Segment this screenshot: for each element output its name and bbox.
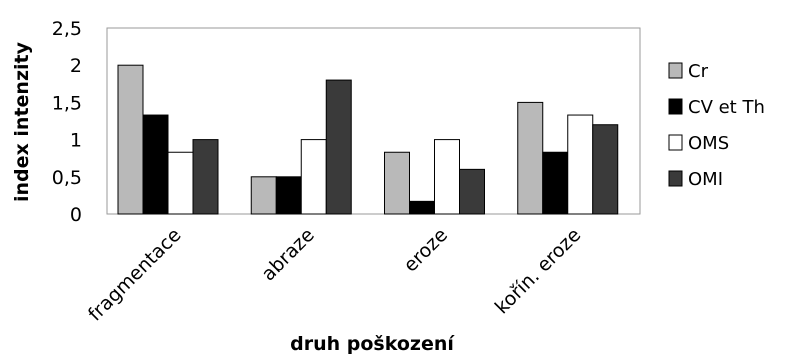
x-category-label: eroze xyxy=(399,224,452,277)
legend-label: CV et Th xyxy=(688,97,765,118)
y-axis-title: index intenzity xyxy=(11,41,33,202)
legend-label: Cr xyxy=(688,61,709,82)
bar-oms-1 xyxy=(300,139,327,215)
legend: Cr CV et Th OMS OMI xyxy=(668,61,765,190)
bar-oms-3 xyxy=(567,114,594,215)
bars xyxy=(117,64,619,215)
bar-cv-et-th-0 xyxy=(142,114,169,215)
x-category-label: abraze xyxy=(257,224,318,285)
bar-cv-et-th-3 xyxy=(542,151,569,215)
y-axis-ticks: 0 0,5 1 1,5 2 2,5 xyxy=(52,18,82,226)
bar-cr-0 xyxy=(117,64,144,215)
x-axis-title: druh poškození xyxy=(290,333,455,355)
bar-cr-3 xyxy=(517,101,544,215)
legend-swatch xyxy=(668,134,683,151)
bar-omi-3 xyxy=(592,124,619,215)
legend-label: OMI xyxy=(688,169,723,190)
y-tick-label: 2,5 xyxy=(52,18,82,40)
bar-cv-et-th-1 xyxy=(275,176,302,215)
legend-label: OMS xyxy=(688,133,729,154)
legend-swatch xyxy=(668,98,683,115)
bar-cr-2 xyxy=(384,151,410,215)
bar-cv-et-th-2 xyxy=(409,200,435,215)
x-category-label: fragmentace xyxy=(84,224,186,326)
bar-oms-2 xyxy=(434,139,460,215)
legend-swatch xyxy=(668,170,683,187)
bar-omi-2 xyxy=(459,168,485,215)
y-tick-label: 1,5 xyxy=(52,92,82,114)
bar-omi-1 xyxy=(325,79,352,215)
bar-cr-1 xyxy=(250,176,277,215)
legend-swatch xyxy=(668,62,683,79)
bar-omi-0 xyxy=(192,139,219,215)
bar-oms-0 xyxy=(167,151,194,215)
x-category-label: kořín. eroze xyxy=(491,224,585,318)
y-tick-label: 2 xyxy=(70,55,82,77)
y-tick-label: 0 xyxy=(70,204,82,226)
x-axis-categories: fragmentace abraze eroze kořín. eroze xyxy=(84,224,585,326)
y-tick-label: 0,5 xyxy=(52,167,82,189)
y-tick-label: 1 xyxy=(70,130,82,152)
